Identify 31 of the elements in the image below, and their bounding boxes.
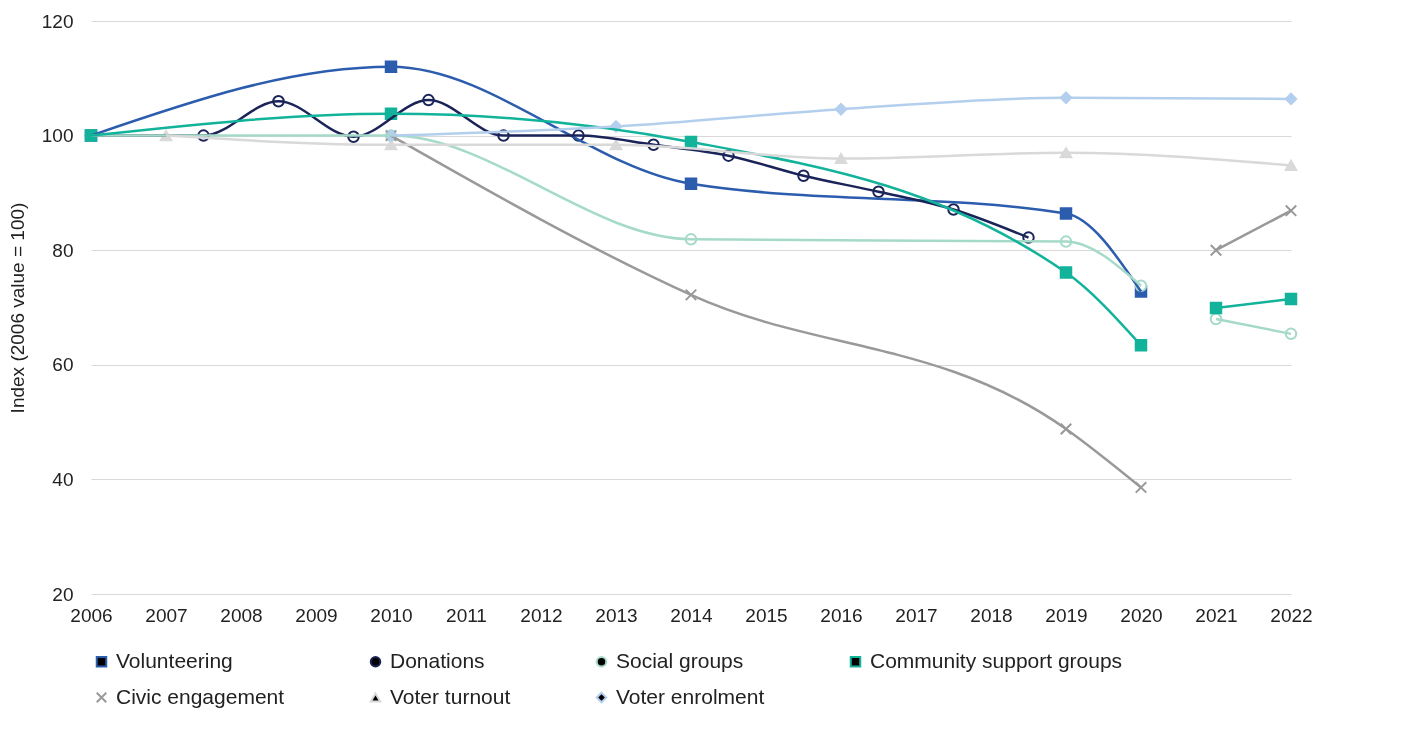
x-tick-label: 2019	[1045, 604, 1088, 626]
x-tick-label: 2016	[820, 604, 863, 626]
legend-label: Voter turnout	[390, 684, 511, 708]
legend-label: Voter enrolment	[616, 684, 765, 708]
x-tick-label: 2011	[446, 604, 487, 626]
legend-label: Donations	[390, 648, 485, 672]
x-tick-label: 2010	[370, 604, 413, 626]
x-tick-label: 2021	[1195, 604, 1238, 626]
y-tick-label: 100	[41, 125, 74, 147]
x-tick-label: 2017	[895, 604, 938, 626]
x-tick-label: 2008	[220, 604, 263, 626]
x-tick-label: 2007	[145, 604, 188, 626]
y-tick-label: 20	[52, 583, 74, 605]
y-tick-label: 60	[52, 354, 74, 376]
x-tick-label: 2014	[670, 604, 714, 626]
x-tick-label: 2006	[70, 604, 113, 626]
y-axis-title: Index (2006 value = 100)	[6, 202, 28, 414]
legend-label: Community support groups	[870, 648, 1123, 672]
x-tick-label: 2020	[1120, 604, 1163, 626]
x-tick-label: 2015	[745, 604, 788, 626]
y-tick-label: 120	[41, 10, 74, 32]
y-tick-label: 80	[52, 239, 74, 261]
legend-label: Volunteering	[116, 648, 233, 672]
x-tick-label: 2022	[1270, 604, 1313, 626]
legend-label: Civic engagement	[116, 684, 285, 708]
x-tick-label: 2013	[595, 604, 638, 626]
legend-label: Social groups	[616, 648, 744, 672]
y-tick-label: 40	[52, 468, 74, 490]
x-tick-label: 2018	[970, 604, 1013, 626]
x-tick-label: 2012	[520, 604, 563, 626]
x-tick-label: 2009	[295, 604, 338, 626]
